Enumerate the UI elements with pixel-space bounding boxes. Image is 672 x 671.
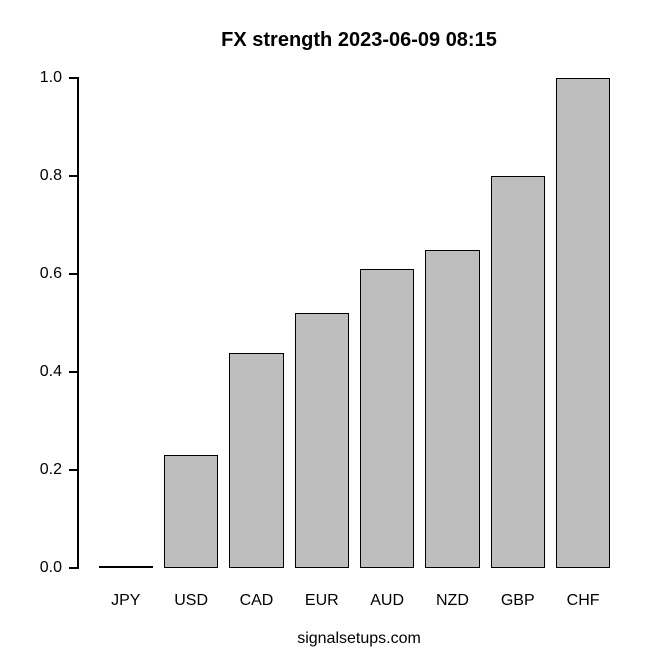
bar-usd <box>163 455 219 568</box>
x-tick-label-cad: CAD <box>239 592 274 609</box>
bar-nzd <box>425 249 480 568</box>
y-tick-label: 0.4 <box>39 363 62 381</box>
bar-eur <box>294 313 349 568</box>
y-tick-mark <box>69 469 77 472</box>
y-tick-label: 0.0 <box>39 559 62 576</box>
bar-aud <box>359 269 415 568</box>
y-tick-mark <box>69 567 77 569</box>
x-tick-label-chf: CHF <box>566 592 600 609</box>
y-tick-label: 0.8 <box>39 167 62 185</box>
bar-jpy <box>98 566 153 568</box>
bar-chf <box>555 78 611 568</box>
x-tick-label-usd: USD <box>174 592 209 609</box>
chart-title: FX strength 2023-06-09 08:15 <box>221 29 497 51</box>
y-tick-label: 0.6 <box>39 265 62 283</box>
y-tick-mark <box>69 175 77 178</box>
bar-cad <box>229 352 284 568</box>
x-tick-label-aud: AUD <box>370 592 404 609</box>
footer-caption: signalsetups.com <box>297 630 421 647</box>
y-tick-mark <box>69 371 77 374</box>
y-axis-line <box>77 77 79 569</box>
x-tick-label-jpy: JPY <box>111 592 141 609</box>
x-tick-label-gbp: GBP <box>500 592 535 609</box>
y-tick-label: 0.2 <box>39 461 62 479</box>
y-tick-label: 1.0 <box>39 69 62 87</box>
y-tick-mark <box>69 77 77 80</box>
x-tick-label-eur: EUR <box>304 592 339 609</box>
x-tick-label-nzd: NZD <box>435 592 469 609</box>
bar-gbp <box>490 176 545 568</box>
y-tick-mark <box>69 273 77 276</box>
